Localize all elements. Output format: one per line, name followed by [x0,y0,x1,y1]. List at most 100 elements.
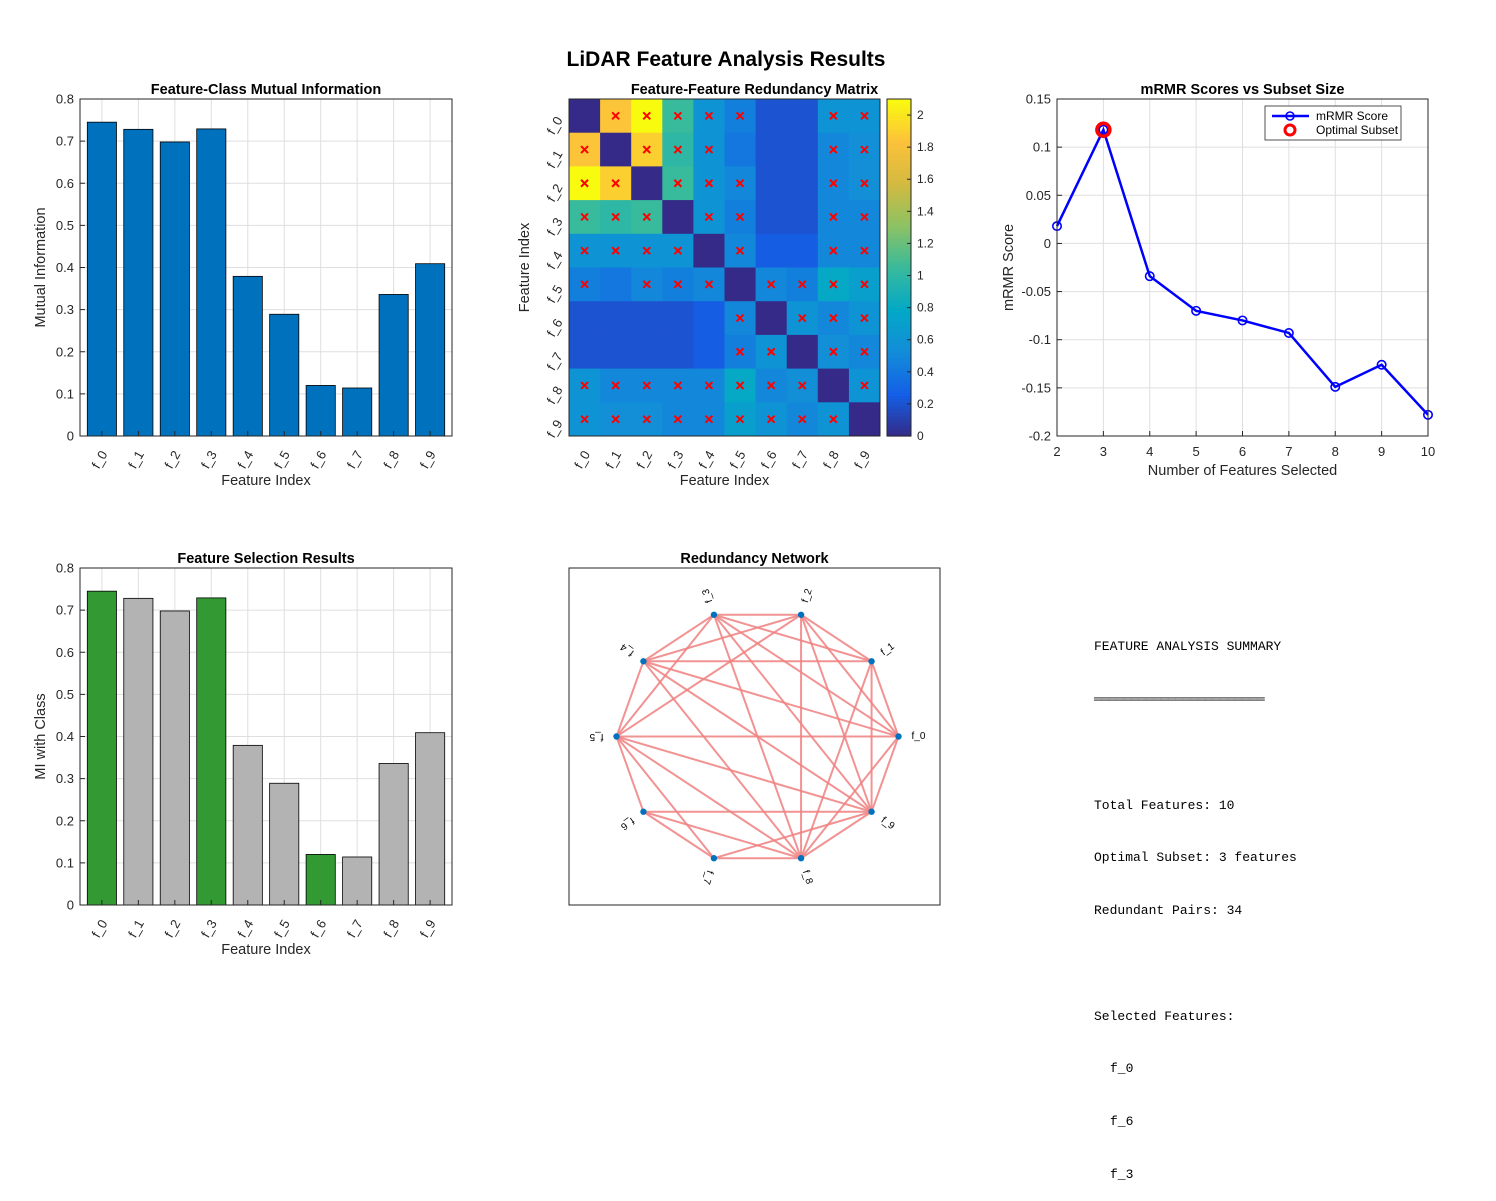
summary-title: FEATURE ANALYSIS SUMMARY [1094,639,1282,655]
redundant-mark [580,414,589,424]
mark-stroke [611,414,620,424]
redundant-mark [611,414,620,424]
legend-marker [1285,111,1295,121]
mark-stroke [735,111,745,121]
redundant-mark [829,246,838,255]
axes-box [568,98,881,437]
x-tick-label: f_9 [417,448,439,471]
x-tick-label: f_6 [758,448,780,471]
axes-box [79,567,453,906]
redundant-mark [642,246,651,255]
y-tick-label: 0.2 [56,344,74,359]
colorbar-tick-label: 1.6 [917,172,934,186]
y-tick-label: 0.8 [56,561,74,576]
network-edge [642,660,873,813]
heatmap-cell [631,166,663,201]
mark-stroke [829,347,838,356]
colorbar-swatch [887,206,911,211]
mark-stroke [611,246,620,255]
mark-stroke [580,280,589,289]
colorbar-swatch [887,318,911,323]
redundant-mark [704,145,714,154]
axes-box [79,98,453,437]
y-axis-label: Feature Index [517,222,533,312]
x-tick-label: f_1 [125,917,147,940]
redundant-mark [860,313,869,323]
colorbar-swatch [887,341,911,346]
network-edge [616,735,872,813]
redundant-mark [611,246,620,255]
bar [196,128,227,437]
y-tick-label: -0.15 [1021,380,1051,395]
x-tick-label: f_7 [344,917,366,940]
bar [86,590,117,906]
heatmap-cell [631,301,663,336]
mark-stroke [580,414,589,424]
redundant-mark [798,280,807,289]
network-edge [870,660,900,737]
mark-stroke [735,381,745,390]
x-tick-label: f_5 [271,448,293,471]
x-tick-label: 2 [1053,444,1060,459]
heatmap-cell [755,200,788,235]
heatmap-cell [817,368,850,403]
x-tick-label: f_8 [380,917,402,940]
x-tick-label: f_4 [234,917,256,940]
y-tick-label: 0.2 [56,813,74,828]
colorbar-swatch [887,385,911,390]
colorbar-swatch [887,402,911,407]
bar [159,141,190,437]
heatmap-cell [600,301,632,336]
redundancy-heatmap: f_0f_0f_1f_1f_2f_2f_3f_3f_4f_4f_5f_5f_6f… [517,82,934,489]
heatmap-cell [724,132,757,167]
data-point [1144,271,1155,282]
colorbar-swatch [887,139,911,144]
colorbar-swatch [887,220,911,225]
colorbar-swatch [887,213,911,218]
mark-stroke [580,145,589,154]
bar [196,597,227,906]
heatmap-cell [600,132,632,167]
network-node [613,733,620,740]
heatmap-cell [662,301,694,336]
node-label: f_5 [589,731,603,742]
redundant-mark [766,381,776,390]
colorbar-swatch [887,368,911,373]
mark-stroke [829,212,838,222]
x-tick-label: f_0 [88,917,110,940]
colorbar-tick-label: 1.2 [917,236,934,250]
mi-bar-chart: 0 0.1 0.2 0.3 0.4 0.5 0.6 0.7 0.8 f_0 f_1 f_2 f_3 f_4… [33,82,453,489]
colorbar-swatch [887,169,911,174]
colorbar-swatch [887,196,911,201]
mark-stroke [611,111,620,121]
colorbar-swatch [887,186,911,191]
x-tick-label: f_1 [602,448,624,471]
data-point [1098,124,1109,135]
colorbar-swatch [887,176,911,181]
colorbar-swatch [887,338,911,343]
mark-stroke [829,414,838,424]
redundant-mark [580,381,589,390]
heatmap-cell [755,166,788,201]
redundant-mark [704,381,714,390]
colorbar-box [886,98,912,437]
x-tick-label: f_0 [88,448,110,471]
y-tick-label: f_6 [544,316,566,339]
redundant-mark [860,111,869,121]
mark-stroke [673,246,683,255]
y-axis-label: Mutual Information [33,207,49,327]
optimal-marker [1095,121,1112,139]
colorbar-swatch [887,203,911,208]
mark-stroke [798,381,807,390]
y-tick-label: 0.6 [56,176,74,191]
redundant-mark [704,212,714,222]
x-tick-label: f_6 [307,917,329,940]
redundant-mark [642,381,651,390]
network-node [640,658,647,665]
redundant-mark [798,414,807,424]
colorbar-tick-label: 0.8 [917,301,934,315]
x-tick-label: f_2 [161,917,183,940]
colorbar-swatch [887,119,911,124]
colorbar-swatch [887,173,911,178]
y-tick-label: 0.3 [56,771,74,786]
